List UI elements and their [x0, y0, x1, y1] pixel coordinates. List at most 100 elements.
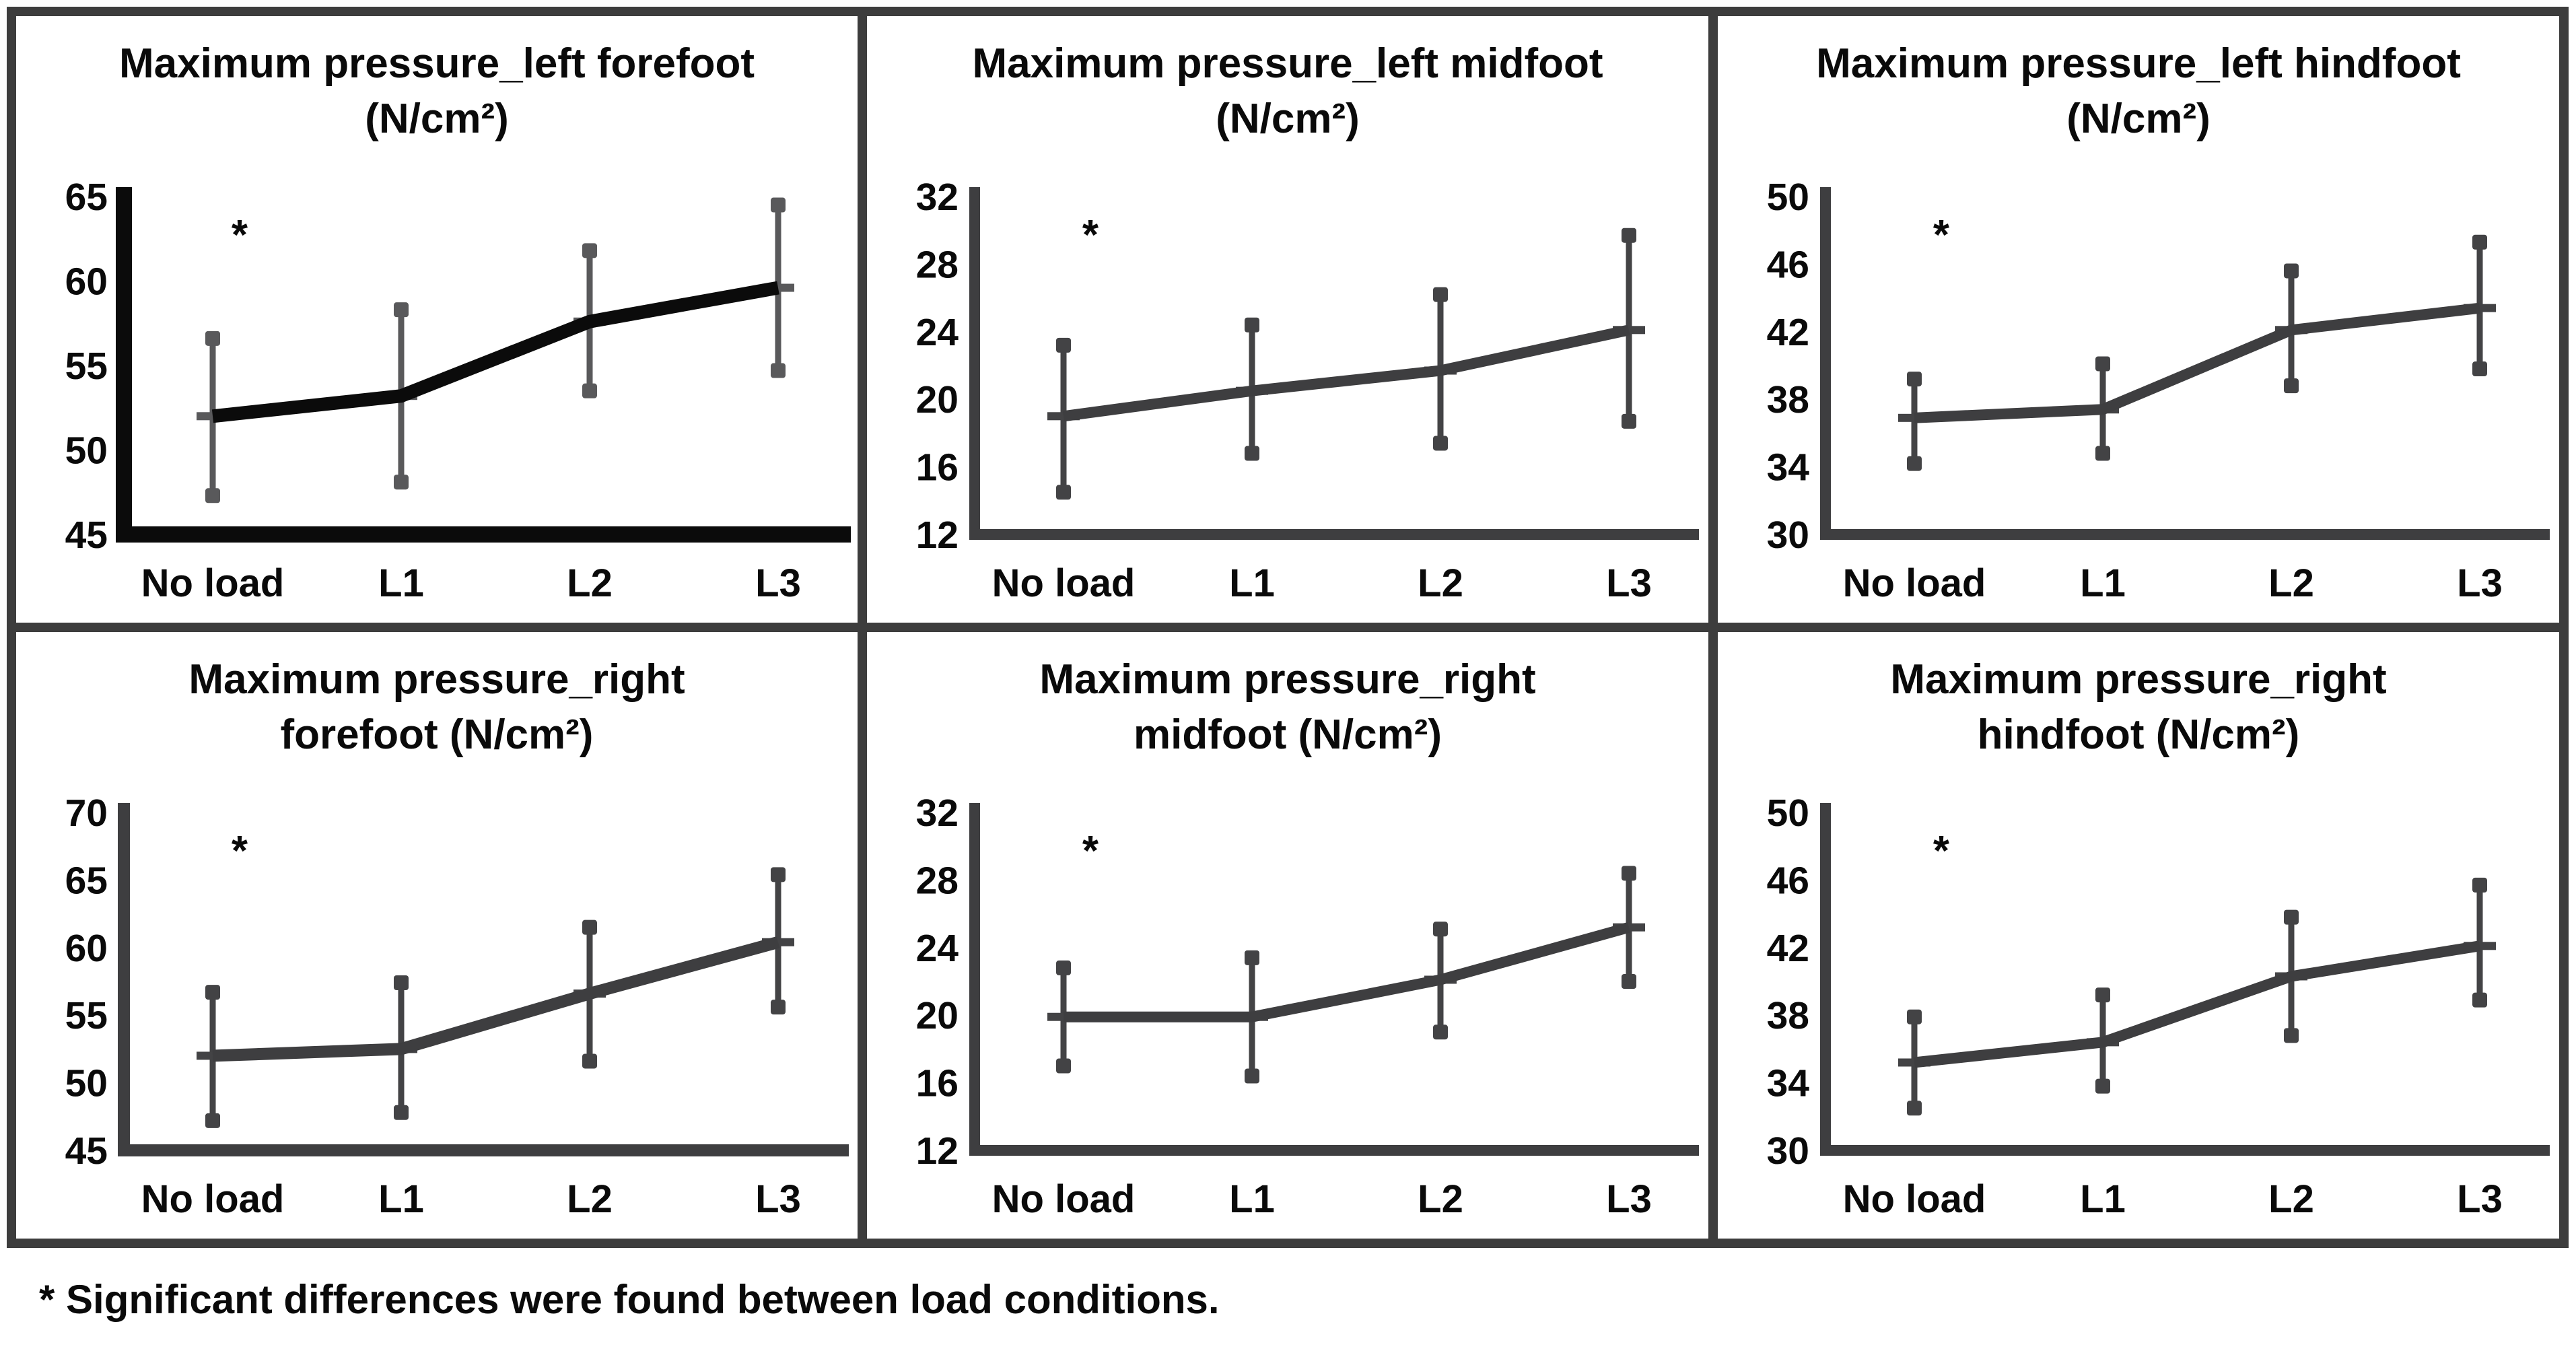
error-bar-cap-top [2095, 987, 2110, 1003]
error-bar-cap-top [1245, 317, 1259, 333]
significance-asterisk: * [1933, 212, 1950, 258]
y-tick-label: 12 [916, 1130, 959, 1173]
error-bar-cap-bottom [2284, 1028, 2299, 1043]
error-bar-cap-bottom [2472, 361, 2487, 377]
chart-title-line2: (N/cm²) [365, 95, 509, 142]
y-tick-label: 42 [1767, 311, 1809, 354]
y-tick-label: 60 [65, 927, 108, 970]
chart-title: Maximum pressure_right midfoot (N/cm²) [867, 632, 1708, 787]
chart-plot: 12 16 20 24 28 32 * No load L1 L2 L3 [916, 792, 1699, 1221]
x-category-label: L1 [2080, 561, 2126, 605]
pressure-figure: Maximum pressure_left forefoot (N/cm²) 4… [7, 7, 2569, 1323]
mean-line-series [211, 281, 779, 423]
error-bar-cap-bottom [394, 1105, 409, 1120]
x-axis-line [1820, 1145, 2550, 1156]
y-tick-label: 30 [1767, 1130, 1809, 1173]
chart-panel-6: Maximum pressure_right hindfoot (N/cm²) … [1713, 627, 2564, 1243]
chart-title: Maximum pressure_left hindfoot (N/cm²) [1718, 16, 2559, 171]
y-tick-label: 30 [1767, 514, 1809, 557]
error-bar-cap-top [205, 985, 220, 1000]
error-bar-cap-top [394, 302, 409, 318]
x-category-label: L2 [1418, 1177, 1463, 1221]
error-bar-cap-bottom [1433, 1024, 1448, 1040]
y-tick-label: 50 [1767, 792, 1809, 835]
y-tick-label: 32 [916, 176, 959, 219]
y-tick-label: 24 [916, 311, 959, 354]
chart-title-line2: forefoot (N/cm²) [280, 711, 594, 758]
significance-asterisk: * [1082, 212, 1099, 258]
error-bar-cap-bottom [1056, 1058, 1071, 1074]
error-bar-cap-bottom [1433, 436, 1448, 451]
y-tick-label: 50 [65, 1062, 108, 1105]
error-bar-cap-top [771, 197, 786, 213]
error-bar-cap-top [2472, 877, 2487, 893]
y-tick-label: 65 [65, 859, 108, 902]
error-bar-cap-bottom [582, 383, 597, 398]
y-tick-label: 38 [1767, 994, 1809, 1037]
error-bar-cap-bottom [771, 363, 786, 378]
y-tick-label: 20 [916, 378, 959, 421]
x-category-label: L2 [1418, 561, 1463, 605]
chart-title-line2: hindfoot (N/cm²) [1977, 711, 2300, 758]
error-bar-cap-top [1907, 1009, 1922, 1024]
y-tick-label: 34 [1767, 446, 1810, 489]
y-tick-label: 45 [65, 514, 108, 557]
y-axis-line [969, 803, 980, 1156]
error-bar-cap-bottom [1245, 1068, 1259, 1084]
chart-title-line2: midfoot (N/cm²) [1133, 711, 1442, 758]
x-category-label: No load [992, 561, 1136, 605]
error-bar-cap-bottom [1907, 1101, 1922, 1116]
x-category-label: L2 [567, 1177, 613, 1221]
x-category-label: L1 [378, 561, 424, 605]
chart-title: Maximum pressure_left forefoot (N/cm²) [16, 16, 858, 171]
chart-plot: 30 34 38 42 46 50 * No load L1 L2 L3 [1767, 792, 2550, 1221]
chart-plot: 30 34 38 42 46 50 * No load L1 L2 L3 [1767, 176, 2550, 605]
chart-title: Maximum pressure_left midfoot (N/cm²) [867, 16, 1708, 171]
x-category-label: L3 [2457, 1177, 2503, 1221]
error-bar-cap-bottom [205, 1113, 220, 1128]
significance-asterisk: * [1082, 828, 1099, 874]
error-bar-cap-bottom [1622, 413, 1636, 429]
x-category-label: No load [141, 561, 285, 605]
chart-title: Maximum pressure_right hindfoot (N/cm²) [1718, 632, 2559, 787]
chart-title-line1: Maximum pressure_left hindfoot [1816, 40, 2461, 87]
x-category-label: No load [1843, 561, 1986, 605]
error-bar-cap-top [1245, 950, 1259, 965]
y-axis-line [118, 803, 130, 1156]
significance-footnote: * Significant differences were found bet… [39, 1277, 1220, 1322]
y-tick-label: 45 [65, 1130, 108, 1173]
error-bar-cap-top [205, 331, 220, 346]
mean-line-series [1062, 324, 1630, 422]
error-bar-cap-bottom [582, 1053, 597, 1069]
x-category-label: No load [992, 1177, 1136, 1221]
x-axis-line [969, 1145, 1699, 1156]
error-bar-cap-top [1907, 372, 1922, 387]
chart-panel-4: Maximum pressure_right forefoot (N/cm²) … [11, 627, 862, 1243]
mean-line-series [212, 936, 780, 1062]
y-axis-line [969, 187, 980, 540]
significance-asterisk: * [232, 828, 248, 874]
error-bar-cap-top [1056, 337, 1071, 353]
chart-title-line1: Maximum pressure_left forefoot [119, 40, 755, 87]
x-category-label: L3 [755, 1177, 801, 1221]
error-bar-cap-top [582, 243, 597, 258]
chart-title-line1: Maximum pressure_right [1039, 656, 1536, 703]
y-tick-label: 32 [916, 792, 959, 835]
error-bar-cap-top [2284, 263, 2299, 279]
y-tick-label: 28 [916, 859, 959, 902]
y-axis-line [1820, 803, 1831, 1156]
error-bar-cap-top [771, 867, 786, 882]
y-tick-label: 70 [65, 792, 108, 835]
x-category-label: L1 [2080, 1177, 2126, 1221]
y-tick-label: 65 [65, 176, 108, 219]
error-bar-cap-top [582, 919, 597, 935]
x-category-label: L3 [755, 561, 801, 605]
chart-panel-1: Maximum pressure_left forefoot (N/cm²) 4… [11, 11, 862, 627]
error-bar-cap-bottom [1622, 974, 1636, 989]
error-bar-cap-top [1622, 866, 1636, 881]
x-axis-line [969, 529, 1699, 540]
x-category-label: L3 [2457, 561, 2503, 605]
y-tick-label: 50 [65, 429, 108, 473]
chart-plot: 45 50 55 60 65 * No load L1 L2 L3 [65, 176, 851, 605]
y-tick-label: 16 [916, 446, 959, 489]
